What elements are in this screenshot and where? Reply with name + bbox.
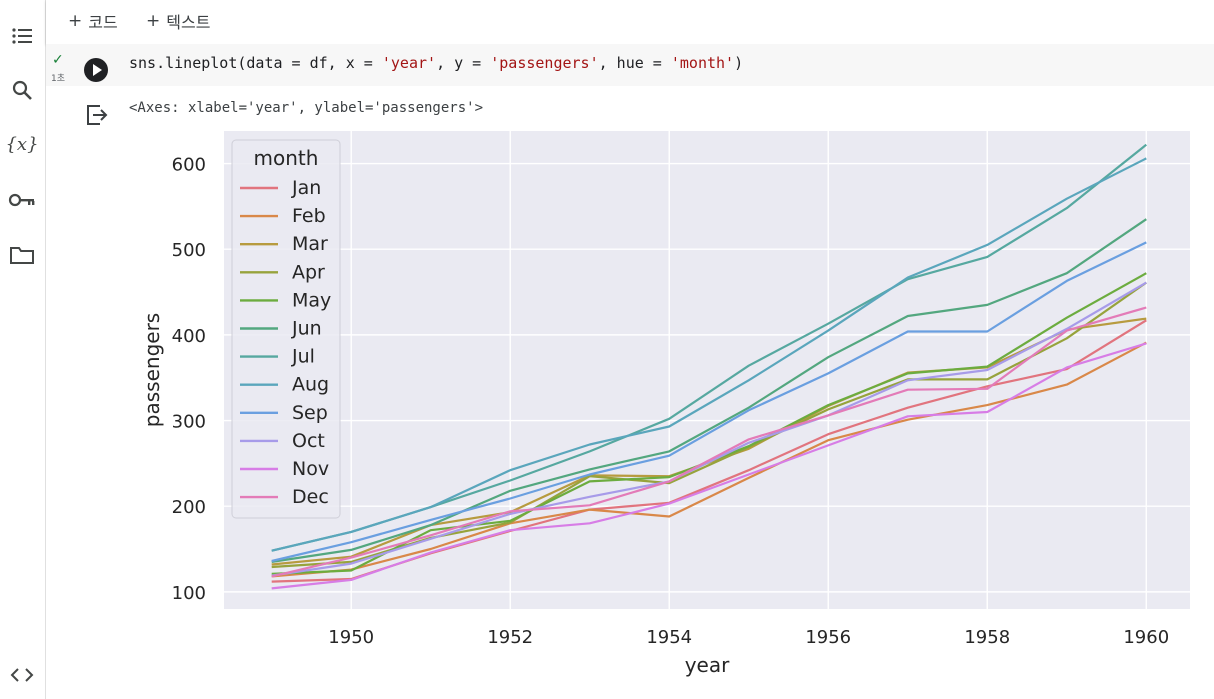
output-actions-icon[interactable] (84, 102, 110, 128)
legend-title: month (254, 146, 319, 170)
legend-entry-jun: Jun (291, 318, 322, 340)
y-tick-label: 500 (172, 240, 206, 261)
left-sidebar: {x} (0, 0, 46, 699)
legend-entry-dec: Dec (292, 486, 329, 508)
legend-entry-aug: Aug (292, 374, 329, 396)
x-tick-label: 1960 (1123, 627, 1169, 648)
y-axis-label: passengers (140, 313, 164, 427)
series-line-nov (271, 342, 1147, 590)
add-text-button[interactable]: + 텍스트 (142, 8, 214, 34)
legend-entry-feb: Feb (292, 205, 326, 227)
code-string: 'passengers' (490, 54, 599, 72)
plus-icon: + (68, 11, 83, 31)
table-of-contents-icon[interactable] (7, 21, 37, 51)
series-line-oct (271, 281, 1147, 577)
folder-icon[interactable] (7, 240, 37, 270)
legend-entry-may: May (292, 289, 331, 311)
x-axis-label: year (685, 653, 730, 677)
code-cell: ✓ 1초 sns.lineplot(data = df, x = 'year',… (46, 44, 1214, 699)
variables-icon[interactable]: {x} (7, 129, 37, 159)
y-tick-label: 400 (172, 326, 206, 347)
search-icon[interactable] (7, 75, 37, 105)
x-tick-label: 1954 (646, 627, 692, 648)
execution-time: 1초 (51, 74, 66, 84)
code-token: ) (734, 54, 744, 72)
y-tick-label: 300 (172, 412, 206, 433)
legend-box (231, 139, 341, 519)
code-token: , y = (436, 54, 491, 72)
add-code-label: 코드 (88, 13, 118, 32)
legend-entry-mar: Mar (292, 233, 328, 255)
legend-entry-jan: Jan (291, 177, 321, 199)
run-cell-button[interactable] (84, 58, 108, 82)
plus-icon: + (146, 11, 161, 31)
code-string: 'month' (670, 54, 735, 72)
code-token: , hue = (598, 54, 671, 72)
plot-area (224, 131, 1190, 609)
y-tick-label: 100 (172, 583, 206, 604)
series-line-aug (271, 157, 1147, 552)
key-icon[interactable] (7, 185, 37, 215)
legend-entry-jul: Jul (291, 346, 315, 368)
x-tick-label: 1956 (805, 627, 851, 648)
notebook-toolbar: + 코드 + 텍스트 (46, 0, 1214, 44)
add-code-button[interactable]: + 코드 (64, 8, 122, 34)
line-chart: 100 200 300 400 500 600 1950 1952 1954 1956 1958 19… (140, 131, 1190, 677)
legend-entry-oct: Oct (292, 430, 325, 452)
code-cell-input[interactable]: ✓ 1초 sns.lineplot(data = df, x = 'year',… (46, 44, 1214, 86)
series-line-feb (271, 341, 1147, 578)
series-line-sep (271, 241, 1147, 563)
series-line-jun (271, 218, 1147, 563)
legend-entry-apr: Apr (292, 261, 325, 283)
add-text-label: 텍스트 (166, 13, 211, 32)
y-tick-label: 200 (172, 497, 206, 518)
check-icon: ✓ (52, 52, 64, 68)
code-editor[interactable]: sns.lineplot(data = df, x = 'year', y = … (129, 54, 743, 72)
x-tick-label: 1958 (964, 627, 1010, 648)
svg-text:{x}: {x} (7, 134, 37, 155)
legend-entry-nov: Nov (292, 458, 329, 480)
x-tick-label: 1952 (487, 627, 533, 648)
code-token: sns.lineplot(data = df, x = (129, 54, 382, 72)
legend-entry-sep: Sep (292, 402, 328, 424)
code-string: 'year' (381, 54, 437, 72)
series-line-dec (271, 306, 1147, 578)
output-text: <Axes: xlabel='year', ylabel='passengers… (129, 100, 484, 116)
x-tick-label: 1950 (328, 627, 374, 648)
code-snippets-icon[interactable] (7, 660, 37, 690)
y-tick-label: 600 (172, 155, 206, 176)
